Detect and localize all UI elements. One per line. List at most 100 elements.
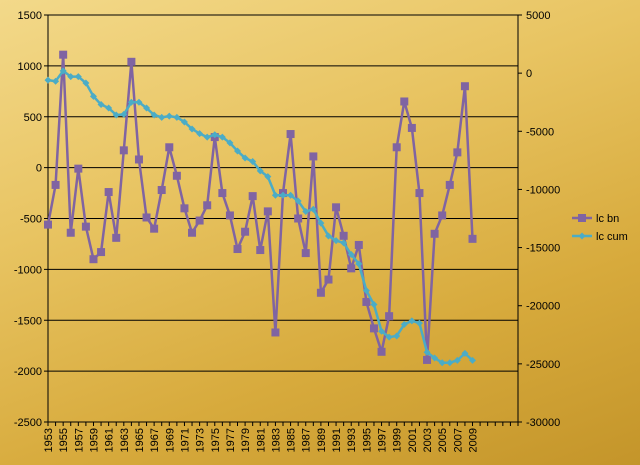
series-line-0: [46, 53, 474, 362]
x-tick-label: 1985: [286, 428, 298, 452]
y-right-tick-label: -5000: [526, 126, 554, 138]
data-point-diamond: [127, 98, 135, 106]
data-point-diamond: [317, 219, 325, 227]
data-point-square: [385, 312, 394, 321]
data-point-square: [263, 207, 272, 216]
data-point-square: [127, 57, 136, 66]
data-point-diamond: [89, 92, 97, 100]
y-right-tick-label: -20000: [526, 301, 560, 313]
data-point-diamond: [203, 133, 211, 141]
data-point-square: [400, 97, 409, 106]
data-point-square: [294, 214, 303, 223]
data-point-diamond: [393, 332, 401, 340]
x-tick-label: 1999: [392, 428, 404, 452]
x-tick-label: 1965: [134, 428, 146, 452]
data-point-diamond: [461, 349, 469, 357]
x-tick-label: 1967: [149, 428, 161, 452]
data-point-diamond: [188, 125, 196, 133]
data-point-diamond: [423, 348, 431, 356]
data-point-square: [423, 355, 432, 364]
data-point-diamond: [279, 191, 287, 199]
data-point-square: [460, 82, 469, 91]
data-point-diamond: [400, 320, 408, 328]
data-point-diamond: [446, 359, 454, 367]
y-left-tick-label: -500: [20, 214, 42, 226]
data-point-diamond: [408, 317, 416, 325]
data-point-square: [392, 143, 401, 152]
data-point-diamond: [324, 232, 332, 240]
x-tick-label: 1997: [377, 428, 389, 452]
data-point-diamond: [264, 173, 272, 181]
x-tick-label: 2009: [468, 428, 480, 452]
data-point-square: [347, 264, 356, 273]
data-point-square: [134, 155, 143, 164]
data-point-diamond: [438, 359, 446, 367]
x-tick-label: 1983: [270, 428, 282, 452]
x-tick-label: 1963: [119, 428, 131, 452]
x-tick-label: 2007: [452, 428, 464, 452]
data-point-square: [89, 255, 98, 264]
data-point-square: [377, 347, 386, 356]
data-point-square: [119, 146, 128, 155]
data-point-diamond: [44, 76, 52, 84]
data-point-square: [241, 227, 250, 236]
x-tick-label: 1955: [58, 428, 70, 452]
data-point-square: [165, 143, 174, 152]
data-point-diamond: [256, 167, 264, 175]
data-point-square: [438, 211, 447, 220]
data-point-square: [81, 222, 90, 231]
data-point-square: [324, 275, 333, 284]
x-tick-label: 2003: [422, 428, 434, 452]
data-point-diamond: [332, 237, 340, 245]
data-point-diamond: [309, 205, 317, 213]
x-tick-label: 1961: [104, 428, 116, 452]
y-right-tick-label: -25000: [526, 359, 560, 371]
data-point-diamond: [143, 104, 151, 112]
legend-label: lc bn: [596, 213, 619, 225]
data-point-square: [453, 148, 462, 157]
data-point-square: [415, 189, 424, 198]
legend-marker: [578, 214, 586, 222]
data-point-diamond: [271, 191, 279, 199]
x-tick-label: 1987: [301, 428, 313, 452]
data-point-square: [445, 180, 454, 189]
data-point-diamond: [67, 73, 75, 81]
data-point-diamond: [218, 133, 226, 141]
y-right-tick-label: 5000: [526, 10, 550, 22]
data-point-diamond: [234, 147, 242, 155]
data-point-square: [309, 152, 318, 161]
x-tick-label: 1977: [225, 428, 237, 452]
x-tick-label: 1971: [179, 428, 191, 452]
data-point-square: [51, 180, 60, 189]
data-point-square: [339, 231, 348, 240]
x-tick-label: 1975: [210, 428, 222, 452]
data-point-square: [332, 203, 341, 212]
data-point-diamond: [196, 130, 204, 138]
y-right-tick-label: -15000: [526, 243, 560, 255]
y-left-tick-label: -1000: [14, 264, 42, 276]
data-point-square: [157, 186, 166, 195]
x-tick-label: 1973: [195, 428, 207, 452]
data-point-diamond: [74, 73, 82, 81]
data-point-square: [112, 233, 121, 242]
y-right-tick-label: -10000: [526, 184, 560, 196]
data-point-diamond: [294, 197, 302, 205]
data-point-diamond: [469, 356, 477, 364]
data-point-square: [218, 189, 227, 198]
data-point-square: [172, 171, 181, 180]
x-tick-label: 1993: [346, 428, 358, 452]
data-point-square: [188, 228, 197, 237]
y-left-tick-label: -1500: [14, 315, 42, 327]
data-point-diamond: [370, 301, 378, 309]
data-point-square: [142, 213, 151, 222]
data-point-square: [316, 288, 325, 297]
data-point-diamond: [453, 356, 461, 364]
data-point-diamond: [431, 354, 439, 362]
data-point-diamond: [347, 251, 355, 259]
x-tick-label: 1995: [361, 428, 373, 452]
data-point-diamond: [385, 333, 393, 341]
data-point-diamond: [226, 139, 234, 147]
data-point-diamond: [340, 239, 348, 247]
data-point-square: [203, 201, 212, 210]
